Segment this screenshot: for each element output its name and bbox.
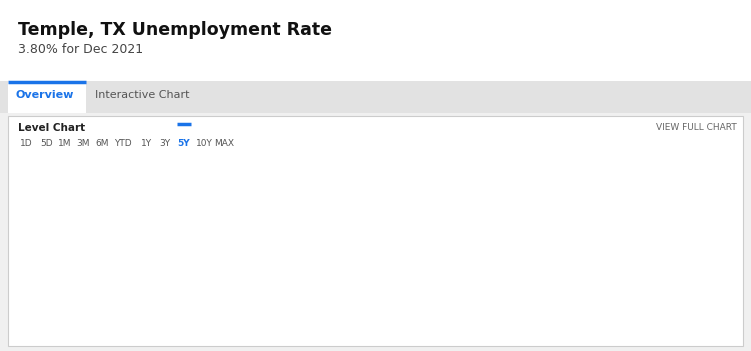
Text: 3M: 3M [76,139,89,148]
Bar [8,116,743,346]
Text: YTD: YTD [114,139,131,148]
Text: 1Y: 1Y [141,139,152,148]
Text: Overview: Overview [15,90,74,100]
Bar [0,81,751,113]
Text: MAX: MAX [214,139,234,148]
Bar [0,0,751,113]
Text: 3.80% for Dec 2021: 3.80% for Dec 2021 [18,43,143,56]
Bar [8,81,86,113]
Text: 5Y: 5Y [177,139,189,148]
Text: VIEW FULL CHART: VIEW FULL CHART [656,123,737,132]
Text: Level Chart: Level Chart [18,123,85,133]
Text: 1M: 1M [58,139,71,148]
Text: 3.80%: 3.80% [675,292,704,301]
Text: 6M: 6M [95,139,108,148]
Text: 10Y: 10Y [196,139,213,148]
Text: 1D: 1D [20,139,32,148]
Text: 5D: 5D [40,139,53,148]
Text: Interactive Chart: Interactive Chart [95,90,189,100]
Text: 3Y: 3Y [159,139,170,148]
Text: Temple, TX Unemployment Rate: Temple, TX Unemployment Rate [18,21,332,39]
